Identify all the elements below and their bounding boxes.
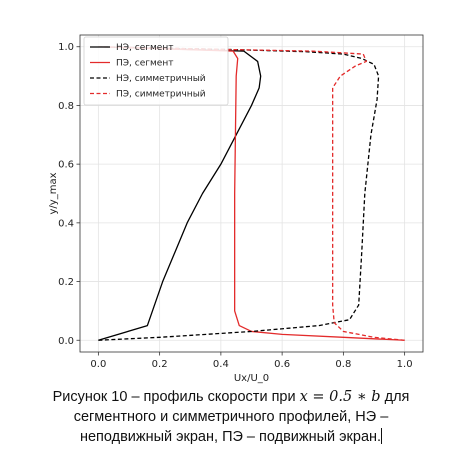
series-line-2 <box>98 46 380 341</box>
y-tick-label: 0.0 <box>58 336 74 347</box>
figure-caption: Рисунок 10 – профиль скорости при x = 0.… <box>0 387 462 447</box>
legend-label-2: НЭ, симметричный <box>116 74 206 84</box>
series-line-0 <box>98 46 262 341</box>
x-tick-label: 0.0 <box>90 359 106 370</box>
y-axis-label: y/y_max <box>48 172 59 214</box>
caption-line-2: сегментного и симметричного профилей, НЭ… <box>73 409 389 425</box>
axes-frame <box>79 34 424 353</box>
x-tick-label: 0.6 <box>274 359 290 370</box>
caption-suffix: для <box>380 389 410 405</box>
y-tick-label: 0.2 <box>58 277 74 288</box>
legend-label-3: ПЭ, симметричный <box>116 90 206 100</box>
tick-labels: 0.0 0.2 0.4 0.6 0.8 1.0 0.0 0.2 0.4 0.6 0.8 1.0 <box>58 42 412 370</box>
x-tick-label: 0.2 <box>152 359 168 370</box>
x-tick-label: 0.4 <box>213 359 229 370</box>
legend-label-1: ПЭ, сегмент <box>116 59 173 69</box>
velocity-profile-chart: 0.0 0.2 0.4 0.6 0.8 1.0 0.0 0.2 0.4 0.6 0.8 1.0 Ux/… <box>48 34 424 384</box>
legend-box <box>83 36 229 106</box>
series-line-3 <box>98 46 405 341</box>
x-axis-label: Ux/U_0 <box>234 373 269 384</box>
y-tick-label: 0.4 <box>58 218 74 229</box>
caption-formula: x = 0.5 ∗ b <box>299 389 381 405</box>
series-line-1 <box>98 46 405 341</box>
legend: НЭ, сегмент ПЭ, сегмент НЭ, симметричный ПЭ… <box>83 36 229 106</box>
text-cursor <box>381 428 383 444</box>
y-tick-label: 0.8 <box>58 101 74 112</box>
x-tick-label: 1.0 <box>397 359 413 370</box>
caption-prefix: Рисунок 10 – профиль скорости при <box>52 389 300 405</box>
plot-lines <box>98 46 405 341</box>
caption-line-1: Рисунок 10 – профиль скорости при x = 0.… <box>0 387 462 407</box>
caption-line-3: неподвижный экран, ПЭ – подвижный экран. <box>0 427 462 447</box>
y-tick-label: 1.0 <box>58 42 74 53</box>
y-tick-label: 0.6 <box>58 160 74 171</box>
caption-line-3-text: неподвижный экран, ПЭ – подвижный экран. <box>79 429 382 445</box>
x-tick-label: 0.8 <box>335 359 351 370</box>
legend-label-0: НЭ, сегмент <box>116 43 173 53</box>
